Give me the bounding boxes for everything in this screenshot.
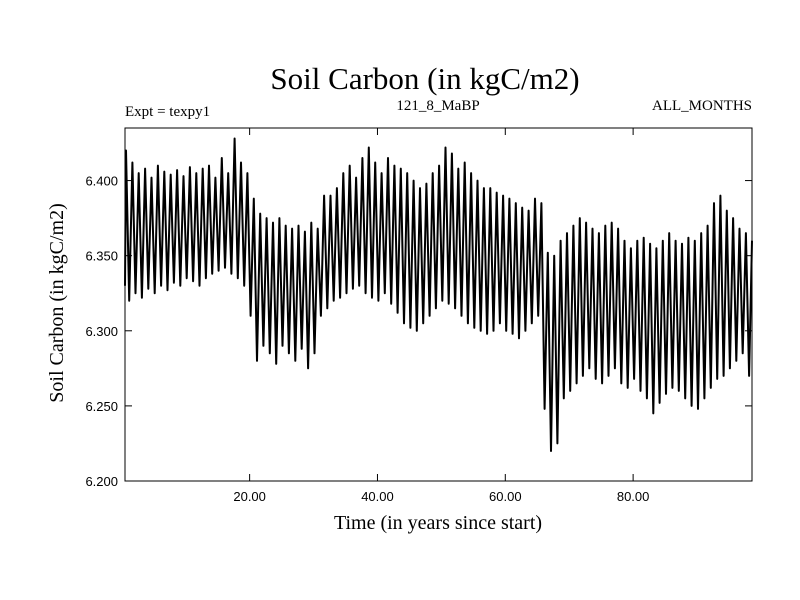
y-tick-label: 6.250 [85, 399, 118, 414]
x-tick-label: 40.00 [361, 489, 394, 504]
x-tick-label: 60.00 [489, 489, 522, 504]
x-axis-ticks: 20.00 40.00 60.00 80.00 [233, 128, 649, 504]
x-axis-label: Time (in years since start) [334, 512, 542, 534]
y-axis-label: Soil Carbon (in kgC/m2) [46, 203, 68, 402]
y-tick-label: 6.400 [85, 174, 118, 189]
chart-title: Soil Carbon (in kgC/m2) [270, 61, 579, 96]
y-axis-ticks: 6.200 6.250 6.300 6.350 6.400 [85, 174, 752, 489]
y-tick-label: 6.200 [85, 474, 118, 489]
y-tick-label: 6.350 [85, 249, 118, 264]
subtitle-center: 121_8_MaBP [396, 98, 479, 114]
series-line [124, 137, 753, 452]
subtitle-right: ALL_MONTHS [652, 98, 752, 114]
plot-frame [124, 127, 753, 482]
y-tick-label: 6.300 [85, 324, 118, 339]
x-tick-label: 80.00 [617, 489, 650, 504]
x-tick-label: 20.00 [233, 489, 266, 504]
subtitle-left: Expt = texpy1 [125, 104, 210, 120]
